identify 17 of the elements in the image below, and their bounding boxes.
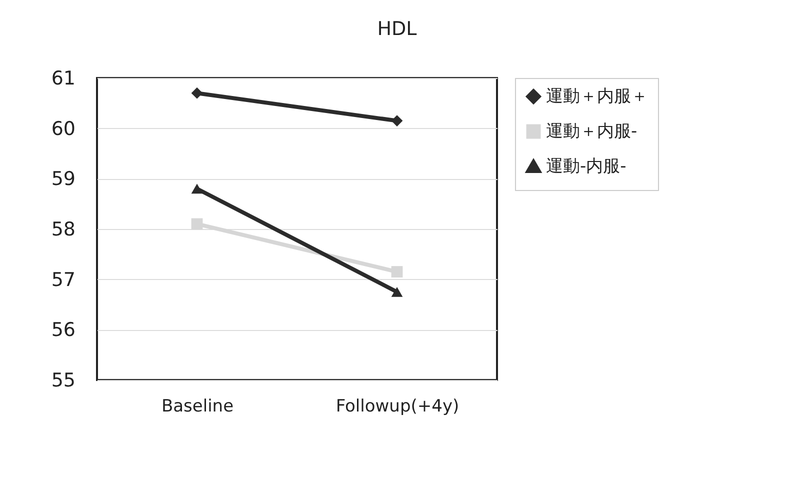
legend-label: 運動＋内服-: [546, 122, 638, 142]
legend-label: 運動-内服-: [546, 156, 626, 176]
y-tick-label: 61: [51, 68, 76, 90]
chart-title: HDL: [377, 18, 418, 40]
legend-label: 運動＋内服＋: [546, 86, 648, 106]
y-tick-label: 60: [51, 118, 76, 140]
y-tick-label: 58: [51, 218, 76, 240]
y-tick-label: 55: [51, 370, 76, 392]
y-tick-label: 59: [51, 168, 76, 190]
x-tick-label: Baseline: [161, 396, 234, 416]
point: [191, 87, 203, 99]
y-tick-label: 56: [51, 319, 76, 342]
y-tick-label: 57: [51, 268, 76, 291]
point: [391, 266, 403, 278]
point: [191, 218, 203, 230]
x-tick-label: Followup(+4y): [336, 396, 460, 416]
point: [391, 115, 403, 126]
